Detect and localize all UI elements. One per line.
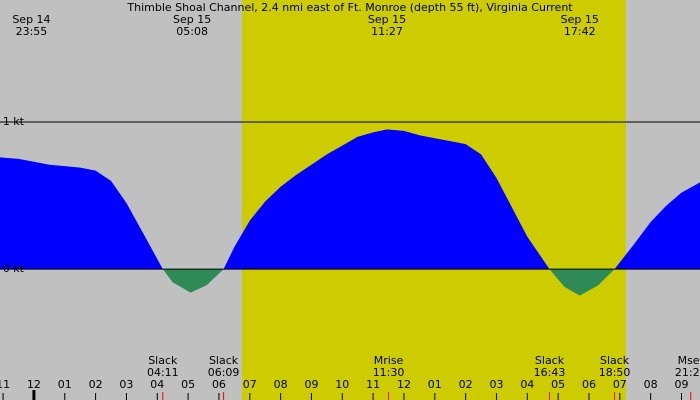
- x-tick-label: 02: [459, 378, 473, 391]
- x-tick-label: 01: [58, 378, 72, 391]
- x-tick-label: 05: [181, 378, 195, 391]
- x-tick-label: 05: [551, 378, 565, 391]
- x-tick-label: 03: [119, 378, 133, 391]
- x-tick-label: 08: [274, 378, 288, 391]
- x-tick-label: 07: [243, 378, 257, 391]
- extreme-date: Sep 15: [368, 13, 406, 26]
- extreme-time: 05:08: [176, 25, 208, 38]
- extreme-date: Sep 15: [173, 13, 211, 26]
- extreme-time: 23:55: [16, 25, 48, 38]
- event-label: Slack: [535, 354, 565, 367]
- event-label: Mset: [678, 354, 700, 367]
- x-tick-label: 09: [674, 378, 688, 391]
- flood-area: [0, 129, 700, 270]
- event-time: 06:09: [208, 366, 240, 379]
- x-tick-label: 06: [212, 378, 226, 391]
- x-tick-label: 09: [304, 378, 318, 391]
- x-tick-label: 10: [335, 378, 349, 391]
- x-tick-label: 01: [428, 378, 442, 391]
- event-label: Slack: [600, 354, 630, 367]
- y-tick-label: 0 kt: [3, 262, 25, 275]
- event-time: 04:11: [147, 366, 179, 379]
- event-time: 21:25: [675, 366, 700, 379]
- event-time: 16:43: [534, 366, 566, 379]
- x-tick-label: 11: [0, 378, 10, 391]
- x-tick-label: 04: [520, 378, 534, 391]
- x-tick-label: 08: [644, 378, 658, 391]
- event-label: Mrise: [374, 354, 404, 367]
- event-time: 11:30: [373, 366, 405, 379]
- chart-title: Thimble Shoal Channel, 2.4 nmi east of F…: [126, 1, 573, 14]
- event-label: Slack: [148, 354, 178, 367]
- extreme-time: 17:42: [564, 25, 596, 38]
- event-time: 18:50: [599, 366, 631, 379]
- extreme-date: Sep 15: [561, 13, 599, 26]
- y-tick-label: 1 kt: [3, 115, 25, 128]
- event-label: Slack: [209, 354, 239, 367]
- x-tick-label: 07: [613, 378, 627, 391]
- x-tick-label: 03: [489, 378, 503, 391]
- x-tick-label: 04: [150, 378, 164, 391]
- x-tick-label: 06: [582, 378, 596, 391]
- ebb-area: [0, 269, 700, 296]
- x-tick-label: 12: [27, 378, 41, 391]
- x-tick-label: 02: [89, 378, 103, 391]
- x-tick-label: 11: [366, 378, 380, 391]
- extreme-date: Sep 14: [12, 13, 50, 26]
- extreme-time: 11:27: [371, 25, 403, 38]
- x-tick-label: 12: [397, 378, 411, 391]
